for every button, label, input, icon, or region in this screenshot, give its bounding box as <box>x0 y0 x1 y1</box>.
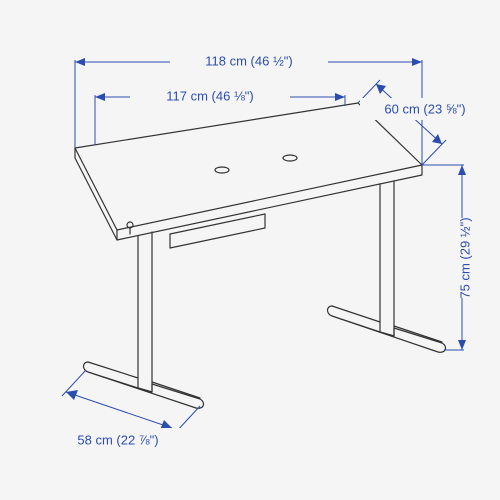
desk-outline <box>75 103 445 408</box>
dimension-annotations: 118 cm (46 ½") 117 cm (46 ⅛") 60 cm (23 … <box>40 50 490 450</box>
dim-base-depth-label: 58 cm (22 ⅞") <box>77 433 158 448</box>
dim-width-inner: 117 cm (46 ⅛") <box>95 85 345 145</box>
desk-dimension-diagram: 118 cm (46 ½") 117 cm (46 ⅛") 60 cm (23 … <box>0 0 500 500</box>
dim-width-full-label: 118 cm (46 ½") <box>205 54 292 69</box>
dim-height: 75 cm (29 ½") <box>422 165 480 350</box>
dim-width-inner-label: 117 cm (46 ⅛") <box>166 89 253 104</box>
dim-height-label: 75 cm (29 ½") <box>458 217 473 298</box>
dim-depth-label: 60 cm (23 ⅝") <box>384 102 465 117</box>
